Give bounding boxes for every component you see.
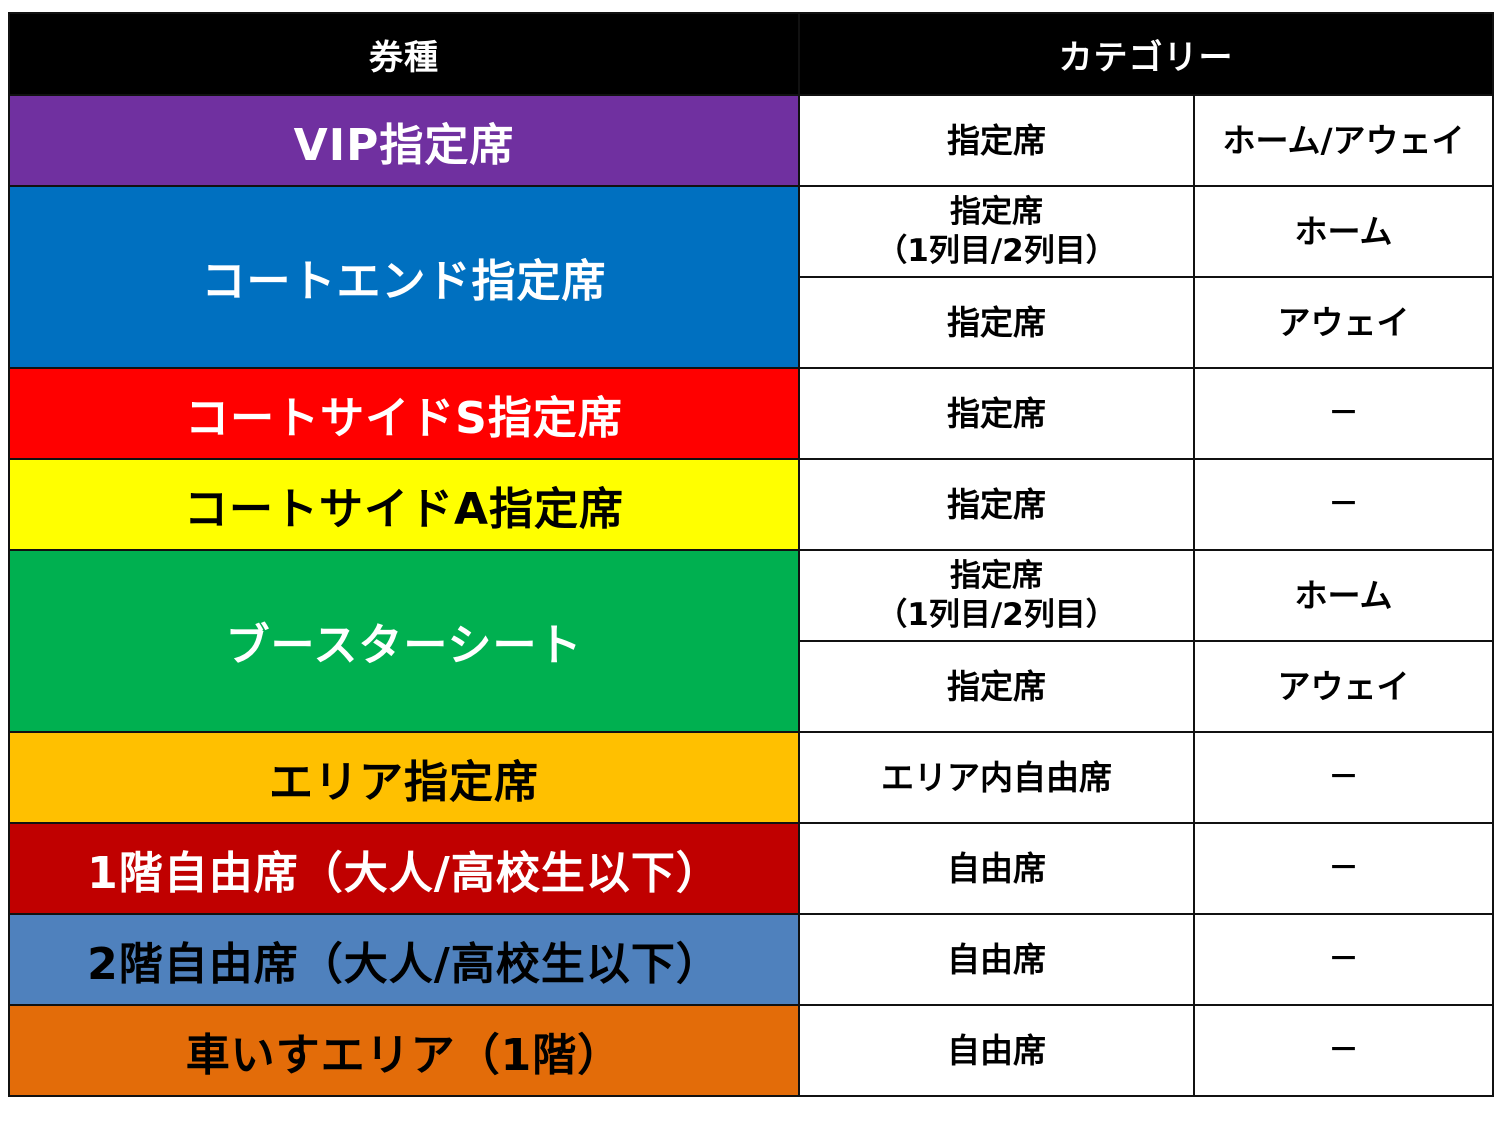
ticket-type-cell: 1階自由席（大人/高校生以下） xyxy=(8,822,800,915)
seat-category-cell: 指定席 xyxy=(798,458,1195,551)
ticket-type-cell: コートエンド指定席 xyxy=(8,185,800,369)
seat-category-cell: 自由席 xyxy=(798,822,1195,915)
seat-category-cell: 自由席 xyxy=(798,1004,1195,1097)
side-category-cell: アウェイ xyxy=(1193,640,1494,733)
side-category-cell: ホーム xyxy=(1193,185,1494,278)
seat-category-cell: エリア内自由席 xyxy=(798,731,1195,824)
seat-category-cell: 指定席 xyxy=(798,94,1195,187)
seat-category-cell: 指定席 xyxy=(798,367,1195,460)
table-row: エリア指定席 エリア内自由席－ xyxy=(8,731,1494,824)
ticket-type-cell: コートサイドA指定席 xyxy=(8,458,800,551)
seat-category-cell: 自由席 xyxy=(798,913,1195,1006)
seat-category-cell: 指定席 xyxy=(798,276,1195,369)
side-category-cell: － xyxy=(1193,913,1494,1006)
side-category-cell: － xyxy=(1193,367,1494,460)
side-category-cell: － xyxy=(1193,731,1494,824)
side-category-cell: － xyxy=(1193,822,1494,915)
table-row: コートサイドS指定席 指定席－ xyxy=(8,367,1494,460)
header-category: カテゴリー xyxy=(798,12,1494,96)
side-category-cell: － xyxy=(1193,1004,1494,1097)
ticket-type-cell: コートサイドS指定席 xyxy=(8,367,800,460)
ticket-category-table: 券種 カテゴリー VIP指定席 指定席 ホーム/アウェイ コートエンド指定席 指定席 （… xyxy=(8,12,1494,1097)
side-category-cell: － xyxy=(1193,458,1494,551)
table-row: コートサイドA指定席 指定席－ xyxy=(8,458,1494,551)
table-row: 車いすエリア（1階） 自由席－ xyxy=(8,1004,1494,1097)
header-row: 券種 カテゴリー xyxy=(8,12,1494,96)
table-row: 1階自由席（大人/高校生以下） 自由席－ xyxy=(8,822,1494,915)
table-row: 指定席 アウェイ xyxy=(9,276,1494,369)
table-row: 2階自由席（大人/高校生以下） 自由席－ xyxy=(8,913,1494,1006)
ticket-type-cell: 車いすエリア（1階） xyxy=(8,1004,800,1097)
side-category-cell: ホーム/アウェイ xyxy=(1193,94,1494,187)
table-row: コートエンド指定席 指定席 （1列目/2列目） ホーム xyxy=(8,185,1494,369)
table-row: ブースターシート 指定席 （1列目/2列目） ホーム xyxy=(8,549,1494,733)
table-row: 指定席 アウェイ xyxy=(9,640,1494,733)
ticket-type-cell: 2階自由席（大人/高校生以下） xyxy=(8,913,800,1006)
side-category-cell: アウェイ xyxy=(1193,276,1494,369)
table-row: VIP指定席 指定席 ホーム/アウェイ xyxy=(8,94,1494,187)
ticket-type-cell: VIP指定席 xyxy=(8,94,800,187)
header-ticket-type: 券種 xyxy=(8,12,800,96)
seat-category-cell: 指定席 （1列目/2列目） xyxy=(798,549,1195,642)
seat-category-cell: 指定席 （1列目/2列目） xyxy=(798,185,1195,278)
seat-category-cell: 指定席 xyxy=(798,640,1195,733)
ticket-type-cell: ブースターシート xyxy=(8,549,800,733)
side-category-cell: ホーム xyxy=(1193,549,1494,642)
ticket-type-cell: エリア指定席 xyxy=(8,731,800,824)
